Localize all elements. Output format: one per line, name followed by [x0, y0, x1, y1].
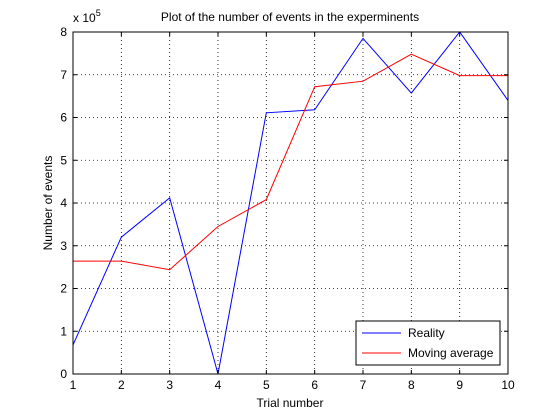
y-tick-label: 8 [60, 25, 67, 39]
x-tick-label: 5 [263, 378, 270, 392]
data-point-moving-average [410, 53, 412, 55]
x-tick-label: 8 [408, 378, 415, 392]
data-point-reality [362, 37, 364, 39]
legend: Reality Moving average [355, 320, 501, 366]
series-line-reality [72, 31, 509, 375]
legend-label-reality: Reality [408, 326, 445, 340]
data-point-reality [265, 112, 267, 114]
x-tick-label: 3 [166, 378, 173, 392]
x-tick-label: 1 [70, 378, 77, 392]
y-tick-label: 1 [60, 324, 67, 338]
ticks [72, 31, 509, 375]
legend-box [355, 320, 501, 366]
data-point-moving-average [120, 260, 122, 262]
x-tick-label: 9 [456, 378, 463, 392]
x-tick-label: 10 [501, 378, 515, 392]
x-tick-label: 4 [215, 378, 222, 392]
y-exponent-base: x 10 [73, 11, 96, 25]
y-tick-label: 7 [60, 68, 67, 82]
legend-label-moving-average: Moving average [408, 346, 494, 360]
y-axis-label: Number of events [41, 156, 55, 251]
data-point-moving-average [314, 86, 316, 88]
data-point-moving-average [169, 269, 171, 271]
y-tick-label: 0 [60, 367, 67, 381]
chart-title: Plot of the number of events in the expe… [161, 10, 419, 24]
x-tick-label: 7 [360, 378, 367, 392]
data-point-moving-average [265, 199, 267, 201]
y-tick-label: 4 [60, 196, 67, 210]
y-tick-label: 6 [60, 111, 67, 125]
y-tick-label: 3 [60, 239, 67, 253]
x-tick-label: 2 [118, 378, 125, 392]
y-tick-label: 2 [60, 282, 67, 296]
data-point-reality [314, 109, 316, 111]
grid [73, 32, 508, 374]
data-point-moving-average [362, 80, 364, 82]
data-point-moving-average [459, 75, 461, 77]
x-axis-label: Trial number [257, 396, 324, 410]
series-layer [72, 31, 509, 375]
data-point-moving-average [217, 226, 219, 228]
data-point-reality [169, 197, 171, 199]
data-point-reality [120, 236, 122, 238]
y-exponent-power: 5 [96, 8, 101, 18]
y-tick-label: 5 [60, 153, 67, 167]
series-line-moving-average [73, 53, 508, 271]
data-point-reality [410, 92, 412, 94]
x-tick-label: 6 [311, 378, 318, 392]
y-tick-labels: 0 1 2 3 4 5 6 7 8 [60, 25, 67, 381]
y-exponent-label: x 105 [73, 8, 101, 25]
x-tick-labels: 1 2 3 4 5 6 7 8 9 10 [70, 378, 515, 392]
